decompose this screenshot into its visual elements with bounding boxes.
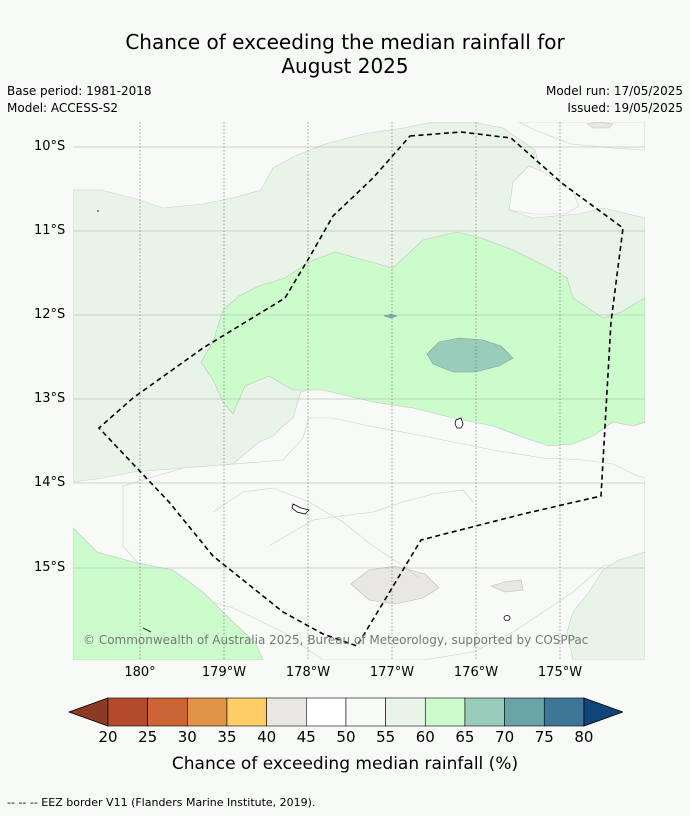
contour-50-55-small <box>508 165 580 215</box>
colorbar-tick-65: 65 <box>455 728 475 746</box>
colorbar-tick-30: 30 <box>177 728 197 746</box>
meta-right: Model run: 17/05/2025 Issued: 19/05/2025 <box>546 83 683 117</box>
meta-left: Base period: 1981-2018 Model: ACCESS-S2 <box>7 83 152 117</box>
colorbar-tick-70: 70 <box>495 728 515 746</box>
lat-label-15s: 15°S <box>34 560 66 575</box>
lat-gridlines <box>73 146 645 569</box>
colorbar-tick-45: 45 <box>296 728 316 746</box>
colorbar-tick-75: 75 <box>534 728 554 746</box>
colorbar-segment-45-50 <box>306 697 347 727</box>
colorbar-segment-50-55 <box>345 697 386 727</box>
contour-45-50-top-patch <box>586 122 614 129</box>
colorbar-segment-70-75 <box>504 697 545 727</box>
contour-line-1 <box>212 487 420 579</box>
colorbar-segment-30-35 <box>187 697 228 727</box>
contour-55-60-lower-right <box>566 551 645 660</box>
lon-label-175w: 175°W <box>537 665 583 680</box>
colorbar-segment-75-80 <box>543 697 585 727</box>
eez-border <box>97 131 624 647</box>
colorbar-extend-low <box>67 697 109 727</box>
island-1 <box>291 503 310 515</box>
lat-label-10s: 10°S <box>34 139 66 154</box>
colorbar-segment-40-45 <box>266 697 307 727</box>
contour-50-55-top-right <box>518 122 645 151</box>
lat-label-12s: 12°S <box>34 307 66 322</box>
colorbar-tick-40: 40 <box>257 728 277 746</box>
colorbar-segment-20-25 <box>107 697 148 727</box>
colorbar <box>67 697 623 727</box>
map-title: Chance of exceeding the median rainfall … <box>0 30 690 78</box>
contour-45-50-patch <box>350 565 440 605</box>
colorbar-tick-20: 20 <box>98 728 118 746</box>
island-3 <box>503 615 511 621</box>
colorbar-tick-60: 60 <box>415 728 435 746</box>
lat-label-13s: 13°S <box>34 391 66 406</box>
eez-legend-footer: -- -- -- EEZ border V11 (Flanders Marine… <box>7 796 316 809</box>
colorbar-tick-55: 55 <box>376 728 396 746</box>
contour-65-70-blob <box>426 337 514 373</box>
copyright-notice: © Commonwealth of Australia 2025, Bureau… <box>83 633 589 647</box>
colorbar-segment-25-30 <box>147 697 188 727</box>
colorbar-tick-80: 80 <box>574 728 594 746</box>
rainfall-map <box>73 122 645 660</box>
contour-60-65-middle <box>200 231 645 447</box>
colorbar-segment-35-40 <box>226 697 267 727</box>
contour-line-2 <box>268 489 474 547</box>
contour-60-65-lower-left <box>73 527 264 660</box>
lat-label-11s: 11°S <box>34 223 66 238</box>
title-line-2: August 2025 <box>281 54 409 78</box>
colorbar-tick-50: 50 <box>336 728 356 746</box>
lon-label-176w: 176°W <box>453 665 499 680</box>
model-name: Model: ACCESS-S2 <box>7 101 119 115</box>
colorbar-label: Chance of exceeding median rainfall (%) <box>171 754 519 774</box>
colorbar-tick-25: 25 <box>138 728 158 746</box>
colorbar-extend-high <box>583 697 623 727</box>
lon-label-180: 180° <box>124 665 156 680</box>
lon-gridlines <box>139 122 561 660</box>
contour-50-55-center <box>122 417 645 660</box>
colorbar-segment-55-60 <box>385 697 426 727</box>
model-run: Model run: 17/05/2025 <box>545 84 683 98</box>
colorbar-segment-60-65 <box>424 697 466 727</box>
base-period: Base period: 1981-2018 <box>7 84 152 98</box>
lon-label-179w: 179°W <box>201 665 247 680</box>
island-2 <box>454 417 464 429</box>
colorbar-segment-65-70 <box>464 697 505 727</box>
issued-date: Issued: 19/05/2025 <box>567 101 683 115</box>
lon-label-178w: 178°W <box>285 665 331 680</box>
title-line-1: Chance of exceeding the median rainfall … <box>125 30 565 54</box>
dot-mark <box>97 210 99 212</box>
lat-label-14s: 14°S <box>34 475 66 490</box>
lon-label-177w: 177°W <box>369 665 415 680</box>
colorbar-tick-35: 35 <box>217 728 237 746</box>
edge-mark <box>142 627 152 633</box>
contour-45-50-small-patch <box>490 579 524 593</box>
